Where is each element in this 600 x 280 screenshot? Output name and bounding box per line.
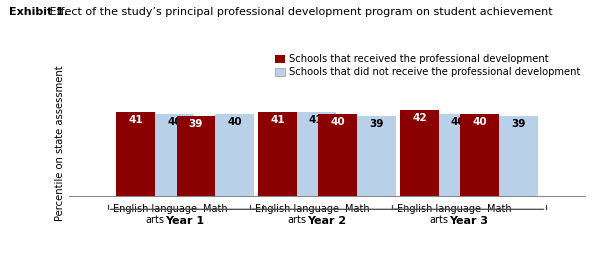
Text: 41: 41 [128, 115, 143, 125]
Bar [297, 112, 335, 196]
Legend: Schools that received the professional development, Schools that did not receive: Schools that received the professional d… [275, 54, 580, 77]
Bar [176, 116, 215, 196]
Text: 42: 42 [412, 113, 427, 123]
Text: 39: 39 [369, 119, 383, 129]
Text: 40: 40 [167, 117, 182, 127]
Bar [319, 114, 357, 196]
Bar [400, 110, 439, 196]
Text: Exhibit 1.: Exhibit 1. [9, 7, 68, 17]
Text: 40: 40 [472, 117, 487, 127]
Bar [116, 112, 155, 196]
Bar [258, 112, 297, 196]
Text: 40: 40 [451, 117, 466, 127]
Text: Year 1: Year 1 [166, 216, 205, 227]
Bar [460, 114, 499, 196]
Text: 39: 39 [188, 119, 203, 129]
Text: Year 2: Year 2 [307, 216, 347, 227]
Bar [499, 116, 538, 196]
Text: 40: 40 [227, 117, 242, 127]
Bar [357, 116, 396, 196]
Text: 39: 39 [511, 119, 526, 129]
Y-axis label: Percentile on state assessment: Percentile on state assessment [55, 65, 65, 221]
Text: Effect of the study’s principal professional development program on student achi: Effect of the study’s principal professi… [46, 7, 553, 17]
Bar [439, 114, 478, 196]
Text: Year 3: Year 3 [449, 216, 488, 227]
Text: 41: 41 [309, 115, 323, 125]
Bar [215, 114, 254, 196]
Text: 40: 40 [331, 117, 345, 127]
Text: 41: 41 [270, 115, 285, 125]
Bar [155, 114, 194, 196]
